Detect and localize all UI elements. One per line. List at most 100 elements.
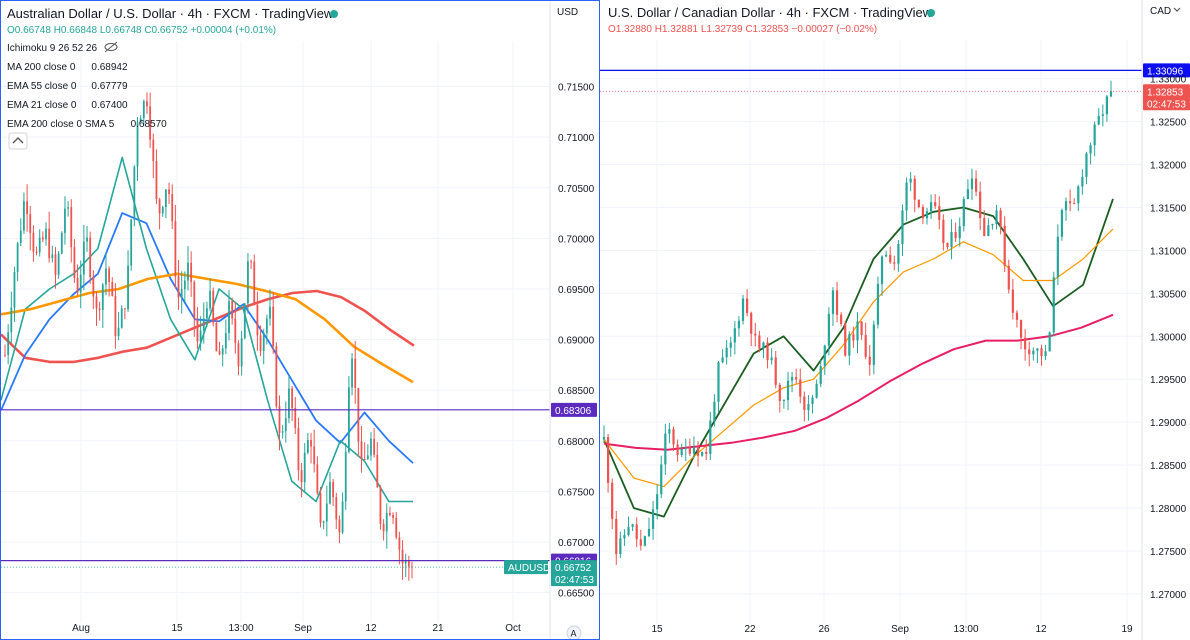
candle-body <box>840 314 843 325</box>
y-tick-label: 0.68500 <box>558 386 595 397</box>
candle-body <box>811 397 814 405</box>
candle-body <box>717 362 720 402</box>
candle-body <box>234 318 237 344</box>
candle-body <box>1052 277 1055 333</box>
candle-body <box>774 357 777 385</box>
ichimoku-label[interactable]: Ichimoku 9 26 52 26 <box>7 43 97 54</box>
candle-body <box>95 296 98 309</box>
x-tick-label: 15 <box>171 623 183 634</box>
candle-body <box>860 321 863 336</box>
candle-body <box>363 458 366 460</box>
candle-body <box>26 201 28 215</box>
candle-body <box>656 494 659 510</box>
candle-body <box>335 497 338 520</box>
candle-body <box>991 224 994 226</box>
y-tick-label: 1.31000 <box>1150 246 1187 257</box>
candle-body <box>651 509 655 529</box>
chevron-down-icon[interactable] <box>1173 7 1181 12</box>
candle-body <box>310 440 312 447</box>
candle-body <box>696 447 700 456</box>
candle-body <box>1064 201 1068 211</box>
candle-body <box>725 347 728 358</box>
last-price-text: 1.32853 <box>1147 87 1184 98</box>
candle-body <box>758 335 761 349</box>
candle-body <box>158 199 161 214</box>
left-chart-title: Australian Dollar / U.S. Dollar · 4h · F… <box>7 6 334 21</box>
candle-body <box>392 514 394 518</box>
candle-body <box>790 377 794 381</box>
candle-body <box>149 106 152 140</box>
candle-body <box>672 429 675 445</box>
candle-body <box>366 455 369 460</box>
countdown-text: 02:47:53 <box>1147 99 1186 110</box>
candle-body <box>108 268 111 283</box>
candle-body <box>627 526 630 535</box>
candle-body <box>713 401 716 421</box>
candle-body <box>684 447 687 449</box>
collapse-legend-button[interactable] <box>8 132 28 150</box>
indicator-line <box>1 156 413 503</box>
left-currency[interactable]: USD <box>557 7 578 18</box>
candle-body <box>79 274 82 293</box>
x-tick-label: 13:00 <box>228 623 253 634</box>
candle-body <box>351 358 353 388</box>
candle-body <box>130 219 133 266</box>
candle-body <box>1011 289 1014 313</box>
candle-body <box>1019 319 1023 338</box>
y-tick-label: 0.71500 <box>558 83 595 94</box>
candle-body <box>1036 348 1039 351</box>
candle-body <box>823 345 826 367</box>
indicator-line <box>603 198 1114 518</box>
price-level-tag-text: 1.33096 <box>1147 66 1184 77</box>
candle-body <box>934 202 937 207</box>
y-tick-label: 1.32000 <box>1150 161 1187 172</box>
last-price-tag <box>1143 84 1190 111</box>
candle-body <box>1109 91 1113 97</box>
candle-body <box>619 538 622 555</box>
y-tick-label: 1.31500 <box>1150 203 1187 214</box>
candle-body <box>98 308 101 310</box>
candle-body <box>117 327 120 337</box>
candle-body <box>240 338 243 367</box>
candle-body <box>807 404 810 411</box>
candle-body <box>872 324 875 365</box>
y-tick-label: 0.68000 <box>558 437 595 448</box>
x-tick-label: 22 <box>744 624 756 635</box>
candle-body <box>300 470 303 483</box>
x-tick-label: 12 <box>1035 624 1047 635</box>
candle-body <box>1040 348 1043 357</box>
auto-scale-button[interactable]: A <box>566 625 582 639</box>
candle-body <box>376 454 379 488</box>
candle-body <box>746 298 749 314</box>
candle-body <box>942 219 945 243</box>
candle-body <box>114 296 117 337</box>
candle-body <box>795 377 798 380</box>
candle-body <box>868 356 871 365</box>
y-tick-label: 0.67000 <box>558 538 595 549</box>
indicator-legend-label: MA 200 close 0 <box>7 62 76 73</box>
candle-body <box>152 139 155 162</box>
candle-body <box>13 272 16 308</box>
eye-hidden-icon[interactable] <box>104 41 118 53</box>
y-tick-label: 1.28000 <box>1150 504 1187 515</box>
candle-body <box>209 290 211 309</box>
candle-body <box>155 161 158 200</box>
candle-body <box>269 306 271 319</box>
indicator-line <box>1 212 414 464</box>
candle-body <box>32 232 35 252</box>
candle-body <box>856 321 859 341</box>
candle-body <box>373 438 376 455</box>
candle-body <box>958 226 961 239</box>
chevron-up-icon <box>12 137 24 144</box>
y-tick-label: 1.27500 <box>1150 547 1187 558</box>
right-currency[interactable]: CAD <box>1150 6 1171 17</box>
left-ohlc: O0.66748 H0.66848 L0.66748 C0.66752 +0.0… <box>7 25 276 36</box>
candle-body <box>202 318 205 331</box>
y-tick-label: 0.70500 <box>558 184 595 195</box>
candle-body <box>950 232 953 247</box>
candle-body <box>161 207 164 214</box>
usdcad-chart-pane[interactable]: 1.33096 1.32853 02:47:53 1.33000 1.32500 1.3… <box>600 0 1190 640</box>
